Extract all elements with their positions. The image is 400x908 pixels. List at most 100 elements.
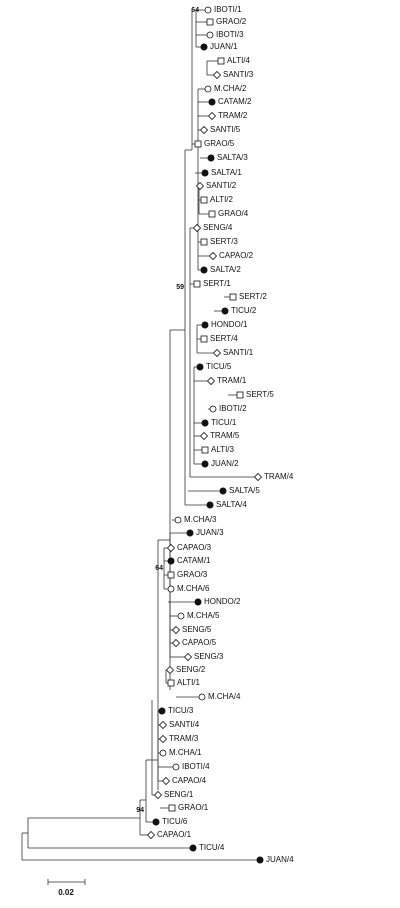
marker-filled-circle — [152, 818, 160, 826]
marker-filled-circle — [186, 529, 194, 537]
leaf-label: JUAN/1 — [210, 42, 238, 51]
leaf-label: SERT/4 — [210, 334, 238, 343]
marker-diamond — [158, 734, 168, 744]
marker-square — [200, 196, 208, 204]
bootstrap-value: 59 — [176, 284, 184, 291]
leaf-label: TRAM/2 — [218, 111, 248, 120]
marker-diamond — [195, 181, 205, 191]
leaf-label: M.CHA/3 — [184, 515, 217, 524]
leaf-label: TRAM/1 — [217, 376, 247, 385]
marker-filled-circle — [207, 154, 215, 162]
leaf-label: TICU/1 — [211, 418, 237, 427]
leaf-label: ALTI/4 — [227, 56, 251, 65]
leaf-label: TICU/3 — [168, 706, 194, 715]
marker-diamond — [153, 790, 163, 800]
marker-filled-circle — [194, 598, 202, 606]
marker-square — [194, 140, 202, 148]
marker-open-circle — [167, 585, 175, 593]
marker-filled-circle — [201, 321, 209, 329]
leaf-label: SANTI/3 — [223, 70, 254, 79]
leaf-label: TICU/6 — [162, 817, 188, 826]
marker-diamond — [183, 652, 193, 662]
marker-square — [200, 335, 208, 343]
leaf-label: SANTI/5 — [210, 125, 241, 134]
marker-open-circle — [174, 516, 182, 524]
leaf-label: SERT/1 — [203, 279, 231, 288]
marker-square — [167, 679, 175, 687]
leaf-label: JUAN/4 — [266, 855, 294, 864]
bootstrap-value: 64 — [191, 7, 199, 14]
marker-filled-circle — [208, 98, 216, 106]
leaf-label: CAPAO/1 — [157, 830, 192, 839]
marker-diamond — [165, 665, 175, 675]
marker-diamond — [199, 431, 209, 441]
marker-diamond — [208, 251, 218, 261]
leaf-label: HONDO/1 — [211, 320, 248, 329]
leaf-label: IBOTI/2 — [219, 404, 247, 413]
leaf-label: SENG/5 — [182, 625, 212, 634]
leaf-label: SERT/2 — [239, 292, 267, 301]
marker-square — [217, 57, 225, 65]
marker-open-circle — [159, 749, 167, 757]
leaf-label: TICU/5 — [206, 362, 232, 371]
leaf-label: SENG/3 — [194, 652, 224, 661]
marker-open-circle — [172, 763, 180, 771]
marker-square — [167, 571, 175, 579]
marker-diamond — [171, 625, 181, 635]
leaf-label: CAPAO/2 — [219, 251, 254, 260]
marker-filled-circle — [256, 856, 264, 864]
marker-open-circle — [209, 405, 217, 413]
marker-square — [168, 804, 176, 812]
leaf-label: SENG/1 — [164, 790, 194, 799]
marker-diamond — [206, 376, 216, 386]
marker-square — [200, 238, 208, 246]
marker-diamond — [192, 223, 202, 233]
bootstrap-value: 94 — [136, 807, 144, 814]
marker-filled-circle — [201, 169, 209, 177]
leaf-label: M.CHA/2 — [214, 84, 247, 93]
marker-filled-circle — [206, 501, 214, 509]
leaf-label: SALTA/5 — [229, 486, 260, 495]
marker-filled-circle — [200, 43, 208, 51]
marker-square — [193, 280, 201, 288]
backbone — [21, 10, 193, 860]
leaf-label: M.CHA/1 — [169, 748, 202, 757]
leaf-label: SERT/5 — [246, 390, 274, 399]
bootstrap-value: 64 — [155, 565, 163, 572]
leaf-label: TICU/2 — [231, 306, 257, 315]
leaf-label: SALTA/1 — [211, 168, 242, 177]
marker-filled-circle — [201, 419, 209, 427]
leaf-label: IBOTI/3 — [216, 30, 244, 39]
marker-filled-circle — [200, 266, 208, 274]
leaf-label: IBOTI/4 — [182, 762, 210, 771]
scale-label: 0.02 — [58, 888, 74, 897]
leaf-label: GRAO/5 — [204, 139, 235, 148]
marker-open-circle — [206, 31, 214, 39]
marker-diamond — [253, 472, 263, 482]
leaf-label: SERT/3 — [210, 237, 238, 246]
marker-square — [229, 293, 237, 301]
leaf-label: GRAO/4 — [218, 209, 249, 218]
leaf-label: TRAM/4 — [264, 472, 294, 481]
leaf-label: GRAO/3 — [177, 570, 208, 579]
leaf-label: HONDO/2 — [204, 597, 241, 606]
marker-filled-circle — [189, 844, 197, 852]
leaf-label: JUAN/2 — [211, 459, 239, 468]
marker-diamond — [146, 830, 156, 840]
leaf-label: TRAM/5 — [210, 431, 240, 440]
marker-filled-circle — [167, 557, 175, 565]
leaf-label: SANTI/4 — [169, 720, 200, 729]
leaf-label: SENG/2 — [176, 665, 206, 674]
marker-diamond — [166, 543, 176, 553]
leaf-label: M.CHA/4 — [208, 692, 241, 701]
leaf-label: CAPAO/3 — [177, 543, 212, 552]
marker-filled-circle — [219, 487, 227, 495]
leaf-label: ALTI/2 — [210, 195, 234, 204]
leaf-label: SANTI/1 — [223, 348, 254, 357]
marker-open-circle — [204, 85, 212, 93]
leaf-label: JUAN/3 — [196, 528, 224, 537]
marker-square — [201, 446, 209, 454]
leaf-label: GRAO/2 — [216, 17, 247, 26]
marker-square — [208, 210, 216, 218]
